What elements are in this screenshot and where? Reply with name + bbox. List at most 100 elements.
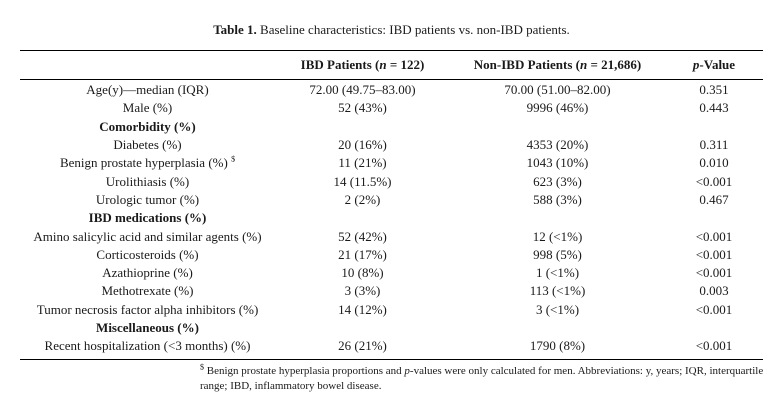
non-ibd-value-cell: 1 (<1%) xyxy=(535,265,580,281)
row-label-text: Benign prostate hyperplasia (%) xyxy=(59,155,228,171)
footnote-text-a: Benign prostate hyperplasia proportions … xyxy=(204,365,405,377)
header-characteristic xyxy=(20,51,275,79)
p-value-cell: <0.001 xyxy=(695,173,733,189)
row-label-text: Age(y)—median (IQR) xyxy=(86,82,209,98)
header-non-ibd-patients: Non-IBD Patients (n = 21,686) xyxy=(473,57,642,72)
row-label-text: Tumor necrosis factor alpha inhibitors (… xyxy=(36,301,259,317)
row-label: Recent hospitalization (<3 months) (%) xyxy=(20,337,275,355)
ibd-value-cell: 14 (12%) xyxy=(338,301,387,317)
empty-cell xyxy=(665,209,763,227)
empty-cell xyxy=(665,319,763,337)
ibd-value-cell: 14 (11.5%) xyxy=(333,173,392,189)
p-value-cell: <0.001 xyxy=(695,228,733,244)
row-label-text: Methotrexate (%) xyxy=(101,283,194,299)
table-caption: Table 1. Baseline characteristics: IBD p… xyxy=(0,22,783,38)
non-ibd-value-cell: 588 (3%) xyxy=(533,191,582,207)
footnote-marker: $ xyxy=(200,362,204,372)
p-value-cell: <0.001 xyxy=(695,338,733,354)
table-caption-label: Table 1. xyxy=(213,22,257,37)
non-ibd-value-cell: 623 (3%) xyxy=(533,173,582,189)
table-header-row: IBD Patients (n = 122) Non-IBD Patients … xyxy=(20,51,763,79)
row-label-text: Male (%) xyxy=(122,100,173,116)
section-header-row: Comorbidity (%) xyxy=(20,118,763,136)
header-ibd-patients: IBD Patients (n = 122) xyxy=(300,57,425,72)
non-ibd-value-cell: 3 (<1%) xyxy=(535,301,580,317)
ibd-value-cell: 26 (21%) xyxy=(338,338,387,354)
header-p-value: p-Value xyxy=(692,57,736,72)
p-value-cell: 0.467 xyxy=(699,191,729,207)
table-row: Azathioprine (%) 10 (8%) 1 (<1%) <0.001 xyxy=(20,264,763,282)
table-row: Age(y)—median (IQR) 72.00 (49.75–83.00) 70… xyxy=(20,79,763,99)
table-row: Urolithiasis (%) 14 (11.5%) 623 (3%) <0.001 xyxy=(20,172,763,190)
table-row: Methotrexate (%) 3 (3%) 113 (<1%) 0.003 xyxy=(20,282,763,300)
row-label: Azathioprine (%) xyxy=(20,264,275,282)
ibd-value-cell: 3 (3%) xyxy=(344,283,381,299)
row-label: Urologic tumor (%) xyxy=(20,191,275,209)
row-label-text: Diabetes (%) xyxy=(113,137,182,153)
non-ibd-value-cell: 4353 (20%) xyxy=(526,137,589,153)
p-value-cell: <0.001 xyxy=(695,246,733,262)
non-ibd-value-cell: 1043 (10%) xyxy=(526,155,589,171)
table-caption-text: Baseline characteristics: IBD patients v… xyxy=(260,22,570,37)
row-label: Urolithiasis (%) xyxy=(20,172,275,190)
ibd-value-cell: 21 (17%) xyxy=(338,246,387,262)
table-row: Recent hospitalization (<3 months) (%) 26… xyxy=(20,337,763,355)
non-ibd-value-cell: 113 (<1%) xyxy=(529,283,586,299)
p-value-cell: 0.443 xyxy=(699,100,729,116)
table-row: Amino salicylic acid and similar agents … xyxy=(20,227,763,245)
ibd-value-cell: 10 (8%) xyxy=(341,265,384,281)
ibd-value-cell: 11 (21%) xyxy=(338,155,387,171)
table-header-rule xyxy=(20,79,763,80)
table-footnote: $ Benign prostate hyperplasia proportion… xyxy=(200,362,770,394)
non-ibd-value-cell: 12 (<1%) xyxy=(532,228,583,244)
non-ibd-value-cell: 9996 (46%) xyxy=(526,100,589,116)
row-label-text: Amino salicylic acid and similar agents … xyxy=(33,228,262,244)
non-ibd-value-cell: 1790 (8%) xyxy=(529,338,586,354)
empty-cell xyxy=(275,319,450,337)
row-label-text: Recent hospitalization (<3 months) (%) xyxy=(44,338,251,354)
ibd-value-cell: 52 (42%) xyxy=(338,228,387,244)
p-value-cell: 0.010 xyxy=(699,155,729,171)
row-label-text: Urolithiasis (%) xyxy=(105,173,190,189)
p-value-cell: 0.311 xyxy=(699,137,729,153)
section-label: Miscellaneous (%) xyxy=(96,320,199,335)
row-label: Benign prostate hyperplasia (%) $ xyxy=(20,154,275,172)
table-bottom-rule xyxy=(20,359,763,360)
non-ibd-value-cell: 70.00 (51.00–82.00) xyxy=(504,82,611,98)
table-row: Benign prostate hyperplasia (%) $11 (21%… xyxy=(20,154,763,172)
p-value-cell: <0.001 xyxy=(695,301,733,317)
row-label-text: Azathioprine (%) xyxy=(102,265,193,281)
row-label: Corticosteroids (%) xyxy=(20,246,275,264)
non-ibd-value-cell: 998 (5%) xyxy=(533,246,582,262)
empty-cell xyxy=(450,118,665,136)
row-label: Age(y)—median (IQR) xyxy=(20,79,275,99)
p-value-cell: 0.003 xyxy=(699,283,729,299)
ibd-value-cell: 52 (43%) xyxy=(338,100,387,116)
empty-cell xyxy=(665,118,763,136)
footnote-marker: $ xyxy=(231,155,236,164)
table-top-rule xyxy=(20,50,763,51)
ibd-value-cell: 20 (16%) xyxy=(338,137,387,153)
section-label: Comorbidity (%) xyxy=(99,118,196,134)
empty-cell xyxy=(275,209,450,227)
table-row: Tumor necrosis factor alpha inhibitors (… xyxy=(20,301,763,319)
p-value-cell: 0.351 xyxy=(699,82,729,98)
row-label: Diabetes (%) xyxy=(20,136,275,154)
section-header-row: Miscellaneous (%) xyxy=(20,319,763,337)
section-header-row: IBD medications (%) xyxy=(20,209,763,227)
row-label: Amino salicylic acid and similar agents … xyxy=(20,227,275,245)
baseline-characteristics-table: IBD Patients (n = 122) Non-IBD Patients … xyxy=(20,51,763,355)
empty-cell xyxy=(275,118,450,136)
footnote-text-b: -values were only calculated for men. Ab… xyxy=(200,365,764,392)
table-row: Male (%) 52 (43%) 9996 (46%) 0.443 xyxy=(20,99,763,117)
ibd-value-cell: 2 (2%) xyxy=(344,191,381,207)
row-label: Tumor necrosis factor alpha inhibitors (… xyxy=(20,301,275,319)
footnote-p: p xyxy=(404,365,410,377)
table-row: Diabetes (%) 20 (16%) 4353 (20%) 0.311 xyxy=(20,136,763,154)
table-row: Corticosteroids (%) 21 (17%) 998 (5%) <0.00… xyxy=(20,246,763,264)
section-label: IBD medications (%) xyxy=(88,210,207,226)
row-label: Methotrexate (%) xyxy=(20,282,275,300)
row-label: Male (%) xyxy=(20,99,275,117)
row-label-text: Urologic tumor (%) xyxy=(95,191,200,207)
p-value-cell: <0.001 xyxy=(695,265,733,281)
